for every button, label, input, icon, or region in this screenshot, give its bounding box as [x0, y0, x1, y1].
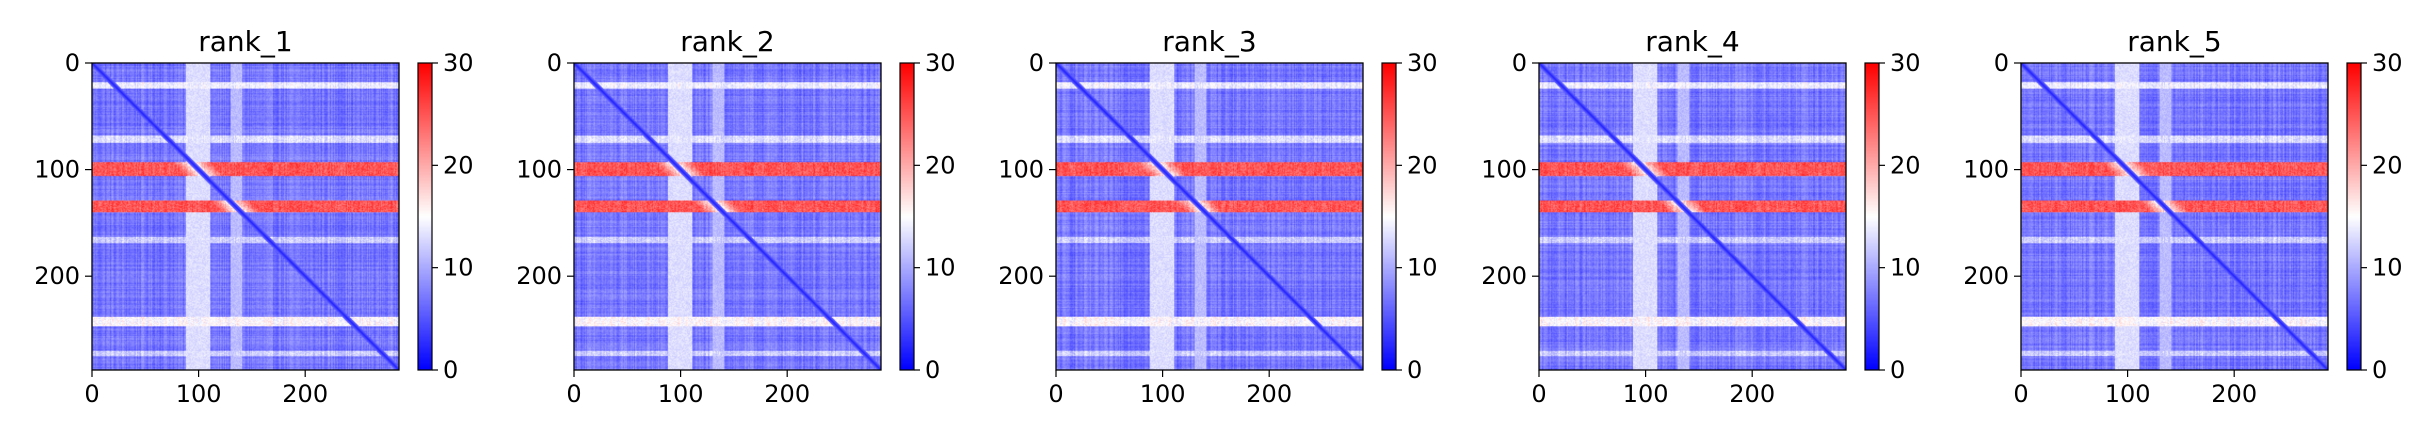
- heatmap-image: [2021, 63, 2328, 370]
- heatmap-image: [92, 63, 399, 370]
- y-tick-label: 100: [998, 156, 1044, 184]
- heatmap-image: [1539, 63, 1846, 370]
- colorbar-tick-label: 10: [443, 254, 474, 282]
- x-tick-label: 200: [1729, 380, 1775, 408]
- x-tick-label: 200: [1246, 380, 1292, 408]
- y-tick-label: 200: [998, 262, 1044, 290]
- colorbar: [900, 63, 914, 370]
- colorbar: [1865, 63, 1879, 370]
- y-tick-label: 100: [1481, 156, 1527, 184]
- colorbar-tick-label: 30: [443, 49, 474, 77]
- panel-title: rank_5: [2127, 25, 2221, 58]
- x-tick-label: 100: [658, 380, 704, 408]
- y-tick-label: 100: [1963, 156, 2009, 184]
- heatmap-image: [574, 63, 881, 370]
- colorbar-frame: [1381, 62, 1397, 371]
- heatmap-panel: rank_1 0 100 200 0 100 200 0 10 20 30: [34, 25, 473, 408]
- y-tick-label: 200: [34, 262, 80, 290]
- y-tick-label: 0: [1029, 49, 1044, 77]
- heatmap-panel: rank_4 0 100 200 0 100 200 0 10 20 30: [1481, 25, 1920, 408]
- colorbar-tick-label: 10: [1407, 254, 1438, 282]
- colorbar-tick-label: 20: [2372, 151, 2403, 179]
- colorbar-frame: [1864, 62, 1880, 371]
- colorbar-frame: [417, 62, 433, 371]
- colorbar-tick-label: 0: [1890, 356, 1905, 384]
- colorbar-frame: [899, 62, 915, 371]
- y-tick-label: 200: [1481, 262, 1527, 290]
- panel-title: rank_3: [1162, 25, 1256, 58]
- panel-title: rank_1: [198, 25, 292, 58]
- y-tick-label: 100: [516, 156, 562, 184]
- heatmap-panel: rank_5 0 100 200 0 100 200 0 10 20 30: [1963, 25, 2402, 408]
- colorbar-tick-label: 10: [925, 254, 956, 282]
- colorbar: [1382, 63, 1396, 370]
- plot-frame: [91, 62, 400, 371]
- y-tick-label: 200: [516, 262, 562, 290]
- heatmap-panel: rank_2 0 100 200 0 100 200 0 10 20 30: [516, 25, 955, 408]
- x-tick-label: 200: [282, 380, 328, 408]
- y-tick-label: 0: [65, 49, 80, 77]
- x-tick-label: 0: [566, 380, 581, 408]
- colorbar-tick-label: 10: [1890, 254, 1921, 282]
- colorbar: [2347, 63, 2361, 370]
- x-tick-label: 0: [1048, 380, 1063, 408]
- x-tick-label: 100: [2105, 380, 2151, 408]
- y-tick-label: 100: [34, 156, 80, 184]
- colorbar-tick-label: 20: [925, 151, 956, 179]
- y-tick-label: 0: [1512, 49, 1527, 77]
- panel-title: rank_2: [680, 25, 774, 58]
- plot-frame: [1055, 62, 1364, 371]
- colorbar-tick-label: 30: [1407, 49, 1438, 77]
- x-tick-label: 100: [1140, 380, 1186, 408]
- plot-frame: [2020, 62, 2329, 371]
- x-tick-label: 200: [764, 380, 810, 408]
- y-tick-label: 0: [1994, 49, 2009, 77]
- panel-title: rank_4: [1645, 25, 1739, 58]
- plot-frame: [1538, 62, 1847, 371]
- x-tick-label: 200: [2211, 380, 2257, 408]
- colorbar-tick-label: 0: [925, 356, 940, 384]
- colorbar-tick-label: 30: [1890, 49, 1921, 77]
- x-tick-label: 0: [2013, 380, 2028, 408]
- x-tick-label: 0: [1531, 380, 1546, 408]
- heatmap-image: [1056, 63, 1363, 370]
- x-tick-label: 0: [84, 380, 99, 408]
- colorbar: [418, 63, 432, 370]
- colorbar-tick-label: 0: [2372, 356, 2387, 384]
- colorbar-tick-label: 20: [443, 151, 474, 179]
- x-tick-label: 100: [176, 380, 222, 408]
- y-tick-label: 200: [1963, 262, 2009, 290]
- plot-frame: [573, 62, 882, 371]
- heatmap-panel: rank_3 0 100 200 0 100 200 0 10 20 30: [998, 25, 1437, 408]
- colorbar-tick-label: 10: [2372, 254, 2403, 282]
- colorbar-tick-label: 0: [443, 356, 458, 384]
- colorbar-frame: [2346, 62, 2362, 371]
- colorbar-tick-label: 20: [1890, 151, 1921, 179]
- y-tick-label: 0: [547, 49, 562, 77]
- colorbar-tick-label: 0: [1407, 356, 1422, 384]
- colorbar-tick-label: 30: [2372, 49, 2403, 77]
- colorbar-tick-label: 20: [1407, 151, 1438, 179]
- x-tick-label: 100: [1623, 380, 1669, 408]
- colorbar-tick-label: 30: [925, 49, 956, 77]
